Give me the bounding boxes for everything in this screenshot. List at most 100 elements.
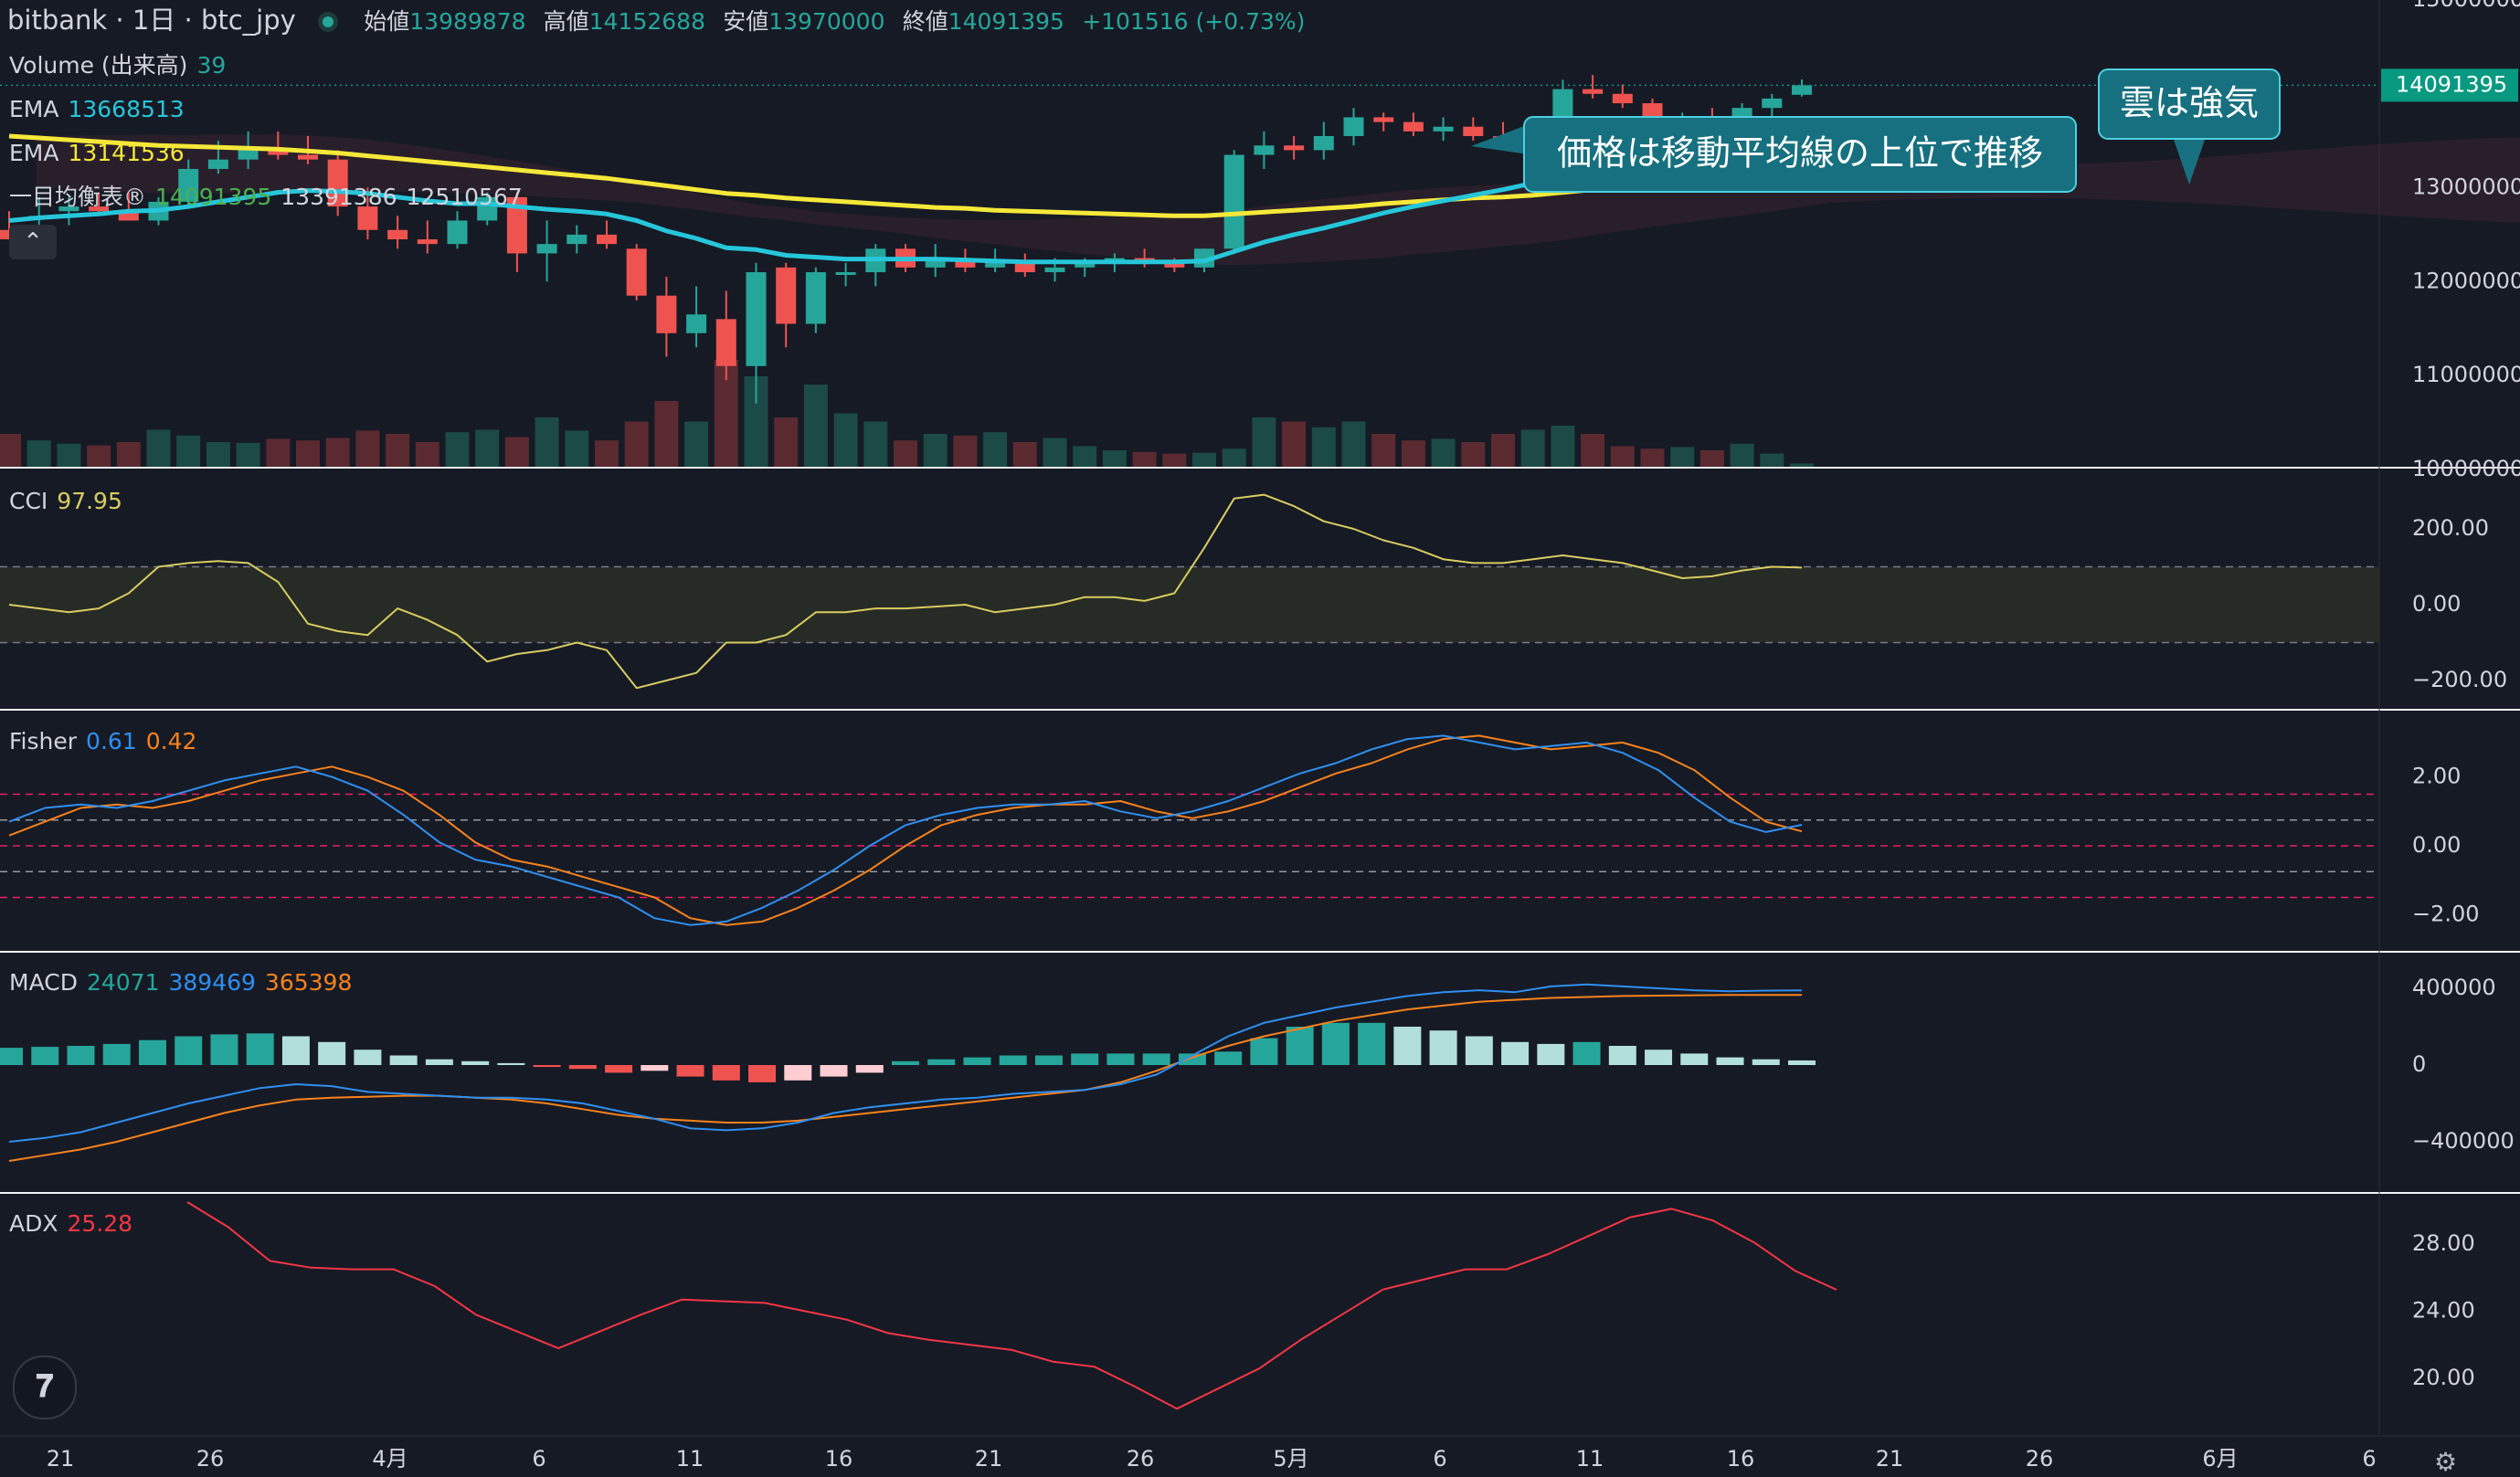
time-tick-label: 6 bbox=[532, 1446, 545, 1472]
volume-bar bbox=[1670, 447, 1695, 467]
volume-bar bbox=[325, 438, 350, 467]
macd-histogram-bar bbox=[676, 1065, 704, 1077]
volume-bar bbox=[1073, 446, 1097, 467]
volume-bar bbox=[1699, 450, 1724, 467]
macd-histogram-bar bbox=[1358, 1022, 1386, 1065]
volume-bar bbox=[1282, 421, 1307, 467]
adx-pane[interactable] bbox=[186, 1201, 1837, 1410]
macd-histogram-bar bbox=[1788, 1060, 1816, 1065]
macd-histogram-bar bbox=[927, 1059, 956, 1065]
header-legend: bitbank · 1日 · btc_jpy 始値13989878 高値1415… bbox=[7, 6, 1314, 36]
adx-value: 25.28 bbox=[67, 1210, 133, 1237]
candle-body bbox=[835, 271, 856, 275]
macd-histogram-bar bbox=[354, 1050, 382, 1065]
chevron-up-icon: ⌃ bbox=[23, 228, 43, 256]
cci-pane[interactable] bbox=[0, 493, 2379, 690]
adx-tick-label: 28.00 bbox=[2412, 1230, 2475, 1256]
volume-bar bbox=[953, 435, 978, 467]
volume-bar bbox=[684, 421, 709, 467]
adx-legend[interactable]: ADX 25.28 bbox=[9, 1210, 142, 1238]
ema-slow-line bbox=[8, 133, 1803, 218]
macd-histogram-bar bbox=[533, 1065, 561, 1068]
volume-bar bbox=[1640, 448, 1665, 467]
callout-pointer bbox=[1471, 126, 1535, 155]
volume-bar bbox=[1102, 450, 1127, 467]
candle-body bbox=[746, 271, 767, 366]
low-value: 13970000 bbox=[768, 8, 885, 35]
high-label: 高値 bbox=[543, 8, 589, 35]
cloud-callout-pointer bbox=[2173, 137, 2206, 185]
fisher-pane[interactable] bbox=[0, 734, 2379, 926]
candle-body bbox=[387, 229, 408, 240]
candle-body bbox=[1762, 98, 1783, 109]
fisher-legend[interactable]: Fisher 0.61 0.42 bbox=[9, 728, 206, 755]
volume-bar bbox=[1341, 421, 1366, 467]
volume-bar bbox=[57, 443, 81, 467]
fisher-tick-label: −2.00 bbox=[2412, 901, 2480, 926]
volume-bar bbox=[1790, 463, 1814, 467]
volume-legend[interactable]: Volume (出来高) 39 bbox=[9, 52, 235, 79]
annotations: 価格は移動平均線の上位で推移 雲は強気 bbox=[1471, 69, 2281, 193]
candle-body bbox=[447, 220, 468, 245]
volume-bar bbox=[1730, 443, 1754, 467]
macd-histogram-bar bbox=[712, 1065, 740, 1081]
candle-body bbox=[985, 262, 1006, 268]
macd-tick-label: 0 bbox=[2412, 1051, 2426, 1077]
candle-body bbox=[715, 319, 736, 366]
volume-bar bbox=[1551, 426, 1575, 467]
volume-bar bbox=[296, 440, 320, 467]
candle-body bbox=[1583, 89, 1604, 94]
cci-value: 97.95 bbox=[57, 488, 122, 514]
volume-bar bbox=[774, 417, 799, 467]
macd-legend[interactable]: MACD 24071 389469 365398 bbox=[9, 969, 361, 997]
candle-body bbox=[1313, 135, 1334, 151]
candle-body bbox=[1254, 145, 1275, 155]
macd-pane[interactable] bbox=[0, 983, 1816, 1162]
macd-histogram-bar bbox=[1465, 1036, 1493, 1065]
macd-histogram-bar bbox=[497, 1062, 525, 1065]
time-tick-label: 11 bbox=[1576, 1446, 1604, 1472]
main-price-pane[interactable] bbox=[0, 75, 2520, 467]
time-tick-label: 21 bbox=[47, 1446, 75, 1472]
macd-histogram-bar bbox=[855, 1065, 884, 1073]
candle-body bbox=[1373, 117, 1394, 122]
gear-icon[interactable]: ⚙ bbox=[2434, 1447, 2458, 1477]
collapse-legend-button[interactable]: ⌃ bbox=[9, 225, 57, 259]
tradingview-logo-icon[interactable]: 𝟕 bbox=[13, 1356, 77, 1419]
price-tick-label: 15000000 bbox=[2412, 0, 2520, 12]
candle-body bbox=[207, 159, 228, 169]
cci-legend[interactable]: CCI 97.95 bbox=[9, 488, 132, 515]
macd-histogram-bar bbox=[1178, 1053, 1206, 1065]
symbol-title[interactable]: bitbank · 1日 · btc_jpy bbox=[7, 5, 296, 36]
time-tick-label: 21 bbox=[975, 1446, 1003, 1472]
time-tick-label: 6月 bbox=[2202, 1446, 2238, 1472]
candle-body bbox=[268, 150, 289, 155]
candle-body bbox=[805, 271, 826, 324]
volume-bar bbox=[1401, 440, 1425, 467]
ema-fast-legend[interactable]: EMA 13668513 bbox=[9, 96, 194, 123]
macd-histogram-bar bbox=[246, 1033, 274, 1065]
macd-histogram-bar bbox=[1752, 1059, 1780, 1065]
macd-histogram-bar bbox=[963, 1057, 991, 1065]
volume-bar bbox=[116, 442, 141, 467]
macd-histogram-bar bbox=[138, 1039, 166, 1065]
volume-label: Volume (出来高) bbox=[9, 52, 188, 79]
volume-bar bbox=[1431, 438, 1456, 467]
time-tick-label: 26 bbox=[1127, 1446, 1155, 1472]
ema-fast-value: 13668513 bbox=[68, 96, 185, 122]
volume-bar bbox=[176, 435, 201, 467]
ichimoku-legend[interactable]: 一目均衡表® 14091395 13391386 12510567 bbox=[9, 184, 532, 211]
time-tick-label: 6 bbox=[2362, 1446, 2376, 1472]
price-callout-box bbox=[1523, 116, 2077, 193]
volume-bar bbox=[386, 434, 410, 467]
macd-histogram-bar bbox=[641, 1065, 669, 1071]
fisher-tick-label: 2.00 bbox=[2412, 764, 2461, 789]
volume-bar bbox=[1162, 453, 1187, 467]
volume-bar bbox=[833, 413, 858, 467]
ema-slow-legend[interactable]: EMA 13141536 bbox=[9, 140, 194, 167]
macd-histogram-bar bbox=[210, 1034, 238, 1065]
volume-bar bbox=[146, 429, 171, 467]
candle-body bbox=[1343, 117, 1364, 136]
